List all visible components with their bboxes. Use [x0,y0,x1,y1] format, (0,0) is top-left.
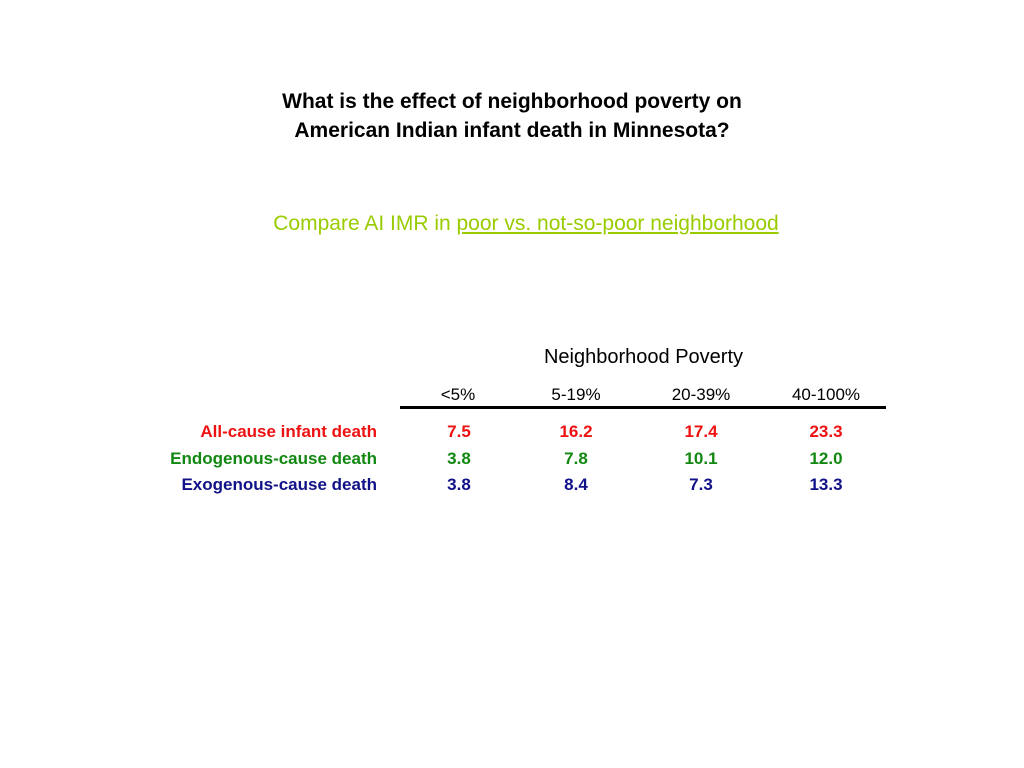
cell-endogenous-20-39: 10.1 [684,449,718,468]
row-label-exogenous: Exogenous-cause death [181,475,377,494]
column-header-5-19: 5-19% [551,385,601,404]
column-header-lt5: <5% [440,385,476,404]
cell-all-cause-lt5: 7.5 [447,422,471,441]
cell-endogenous-40-100: 12.0 [809,449,843,468]
cell-endogenous-lt5: 3.8 [447,449,471,468]
subtitle-prefix: Compare AI IMR in [273,212,457,235]
cell-all-cause-40-100: 23.3 [809,422,843,441]
cell-endogenous-5-19: 7.8 [564,449,588,468]
cell-all-cause-5-19: 16.2 [559,422,593,441]
column-header-20-39: 20-39% [671,385,731,404]
cell-exogenous-5-19: 8.4 [564,475,588,494]
slide-subtitle: Compare AI IMR in poor vs. not-so-poor n… [0,210,1024,238]
column-header-40-100: 40-100% [791,385,861,404]
cell-exogenous-lt5: 3.8 [447,475,471,494]
cell-exogenous-20-39: 7.3 [689,475,713,494]
row-label-endogenous: Endogenous-cause death [170,449,377,468]
slide-title-line-1: What is the effect of neighborhood pover… [282,90,742,113]
cell-exogenous-40-100: 13.3 [809,475,843,494]
slide-title: What is the effect of neighborhood pover… [0,87,1024,145]
cell-all-cause-20-39: 17.4 [684,422,718,441]
slide-title-line-2: American Indian infant death in Minnesot… [294,119,730,142]
subtitle-link[interactable]: poor vs. not-so-poor neighborhood [456,212,779,235]
row-label-all-cause: All-cause infant death [200,422,377,441]
table-header-rule [400,406,886,409]
table-title: Neighborhood Poverty [543,346,743,368]
